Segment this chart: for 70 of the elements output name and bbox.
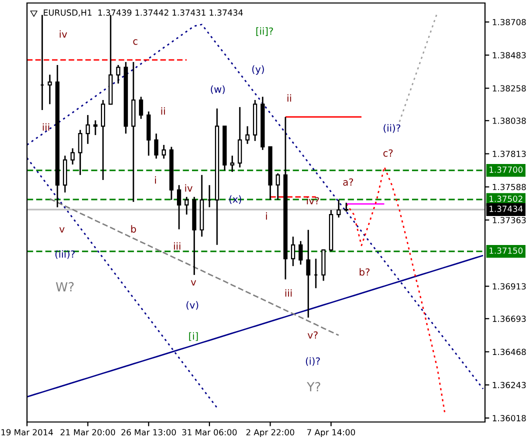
y-tick-label: 1.36693: [492, 316, 526, 322]
candlestick: [48, 74, 52, 105]
annotation: (w): [210, 85, 225, 94]
x-tick-label: 26 Mar 13:00: [121, 429, 176, 436]
annotation: i: [266, 212, 267, 220]
annotation: (v): [186, 301, 198, 310]
candlestick: [276, 172, 280, 201]
annotation: ii: [287, 94, 292, 102]
annotation: (i)?: [306, 357, 320, 366]
annotation: W?: [56, 282, 74, 292]
candlestick: [70, 148, 75, 166]
candlestick: [306, 229, 310, 318]
annotation: v: [59, 227, 65, 233]
candlestick: [78, 129, 82, 176]
annotation: [i]: [189, 332, 198, 341]
y-tick-label: 1.36913: [492, 283, 526, 290]
annotation: ii: [161, 107, 165, 115]
annotation: iv: [60, 30, 68, 38]
annotation: v?: [308, 331, 318, 339]
y-tick-label: 1.38038: [492, 118, 526, 124]
candlestick: [162, 144, 166, 160]
text: EURUSD,H1 1.37439 1.37442 1.37431 1.37434: [44, 9, 243, 17]
x-tick-label: 7 Apr 14:00: [307, 429, 356, 438]
y-tick-label: 1.37363: [492, 216, 526, 224]
candlestick: [86, 114, 90, 145]
annotation: b?: [360, 268, 370, 276]
ref-line-label: 1.37502: [490, 196, 522, 202]
y-tick-label: 1.38483: [492, 52, 526, 58]
annotation: c: [133, 39, 138, 45]
annotation: (ii)?: [384, 124, 400, 133]
candlestick: [176, 184, 182, 230]
candlestick: [100, 99, 106, 181]
annotation: Y?: [306, 382, 320, 392]
x-tick-label: 21 Mar 20:00: [60, 429, 116, 436]
annotation: iii: [174, 242, 180, 250]
candlestick: [230, 154, 234, 173]
candlestick: [184, 196, 189, 216]
annotation: (y): [252, 65, 264, 75]
annotation: iv: [185, 184, 192, 192]
y-tick-label: 1.36468: [492, 348, 526, 356]
x-tick-label: 2 Apr 22:00: [246, 429, 294, 438]
annotation: i: [155, 176, 156, 184]
y-tick-label: 1.37813: [492, 150, 526, 158]
y-tick-label: 1.36243: [492, 382, 526, 388]
candlestick: [93, 120, 98, 136]
x-tick-label: 31 Mar 06:00: [182, 429, 237, 436]
annotation: [ii]?: [256, 27, 273, 36]
y-tick-label: 1.38708: [492, 18, 526, 26]
candlestick: [245, 126, 250, 145]
candlestick: [138, 96, 144, 120]
y-tick-label: 1.38258: [492, 85, 526, 92]
annotation: v: [190, 280, 196, 286]
candlestick: [238, 106, 242, 168]
ref-line-label: 1.37700: [490, 166, 523, 173]
candlestick: [116, 64, 120, 84]
candlestick: [154, 132, 158, 160]
candlestick: [290, 236, 296, 267]
annotation: iii: [42, 123, 50, 131]
annotation: c?: [383, 149, 393, 157]
candlestick: [298, 240, 303, 266]
y-tick-label: 1.36018: [492, 415, 526, 422]
candlestick: [336, 199, 341, 218]
annotation: b: [131, 225, 136, 233]
annotation: iii: [285, 289, 292, 297]
ref-line-label: 1.37434: [490, 206, 523, 212]
annotation: (iii)?: [55, 250, 75, 259]
x-tick-label: 19 Mar 2014: [2, 429, 53, 436]
ref-line-label: 1.37150: [490, 247, 523, 254]
annotation: a?: [343, 178, 354, 186]
y-tick-label: 1.37588: [492, 184, 526, 190]
